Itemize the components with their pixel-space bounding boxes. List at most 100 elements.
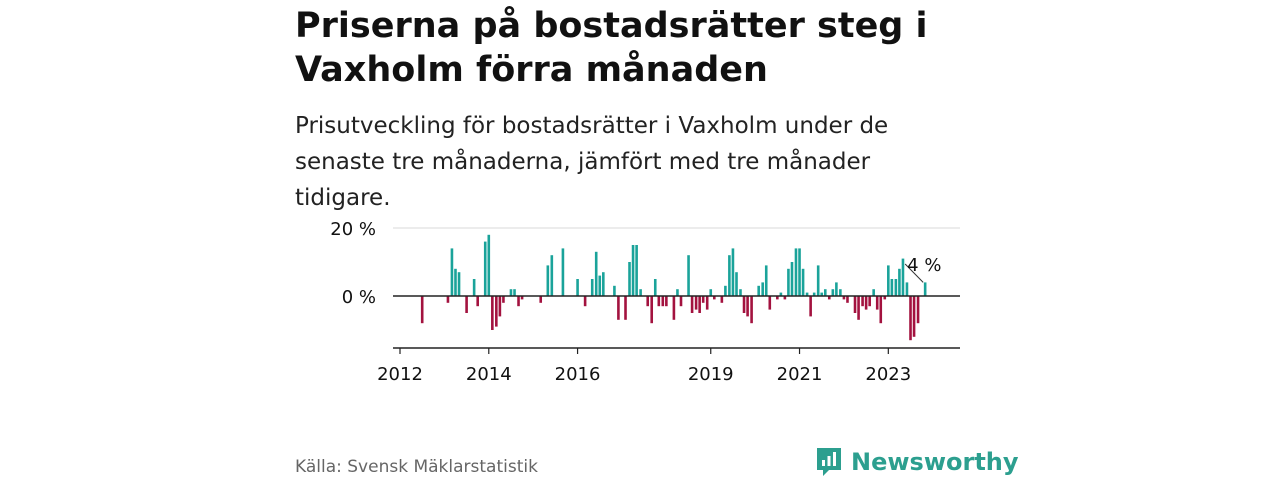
bar <box>639 289 642 296</box>
x-tick-label: 2023 <box>865 364 911 385</box>
newsworthy-logo-icon <box>817 448 841 476</box>
bar <box>912 296 916 337</box>
bar <box>420 296 424 324</box>
bar <box>905 282 909 296</box>
bar <box>883 296 887 300</box>
bar <box>846 296 849 303</box>
bar <box>561 248 565 296</box>
brand-name: Newsworthy <box>851 448 1019 476</box>
bar <box>816 265 820 296</box>
bar-chart: 0 % 20 % 2012 2014 2016 2019 2021 2023 4 % <box>330 219 960 385</box>
bar <box>812 292 816 296</box>
bar <box>894 279 898 296</box>
x-tick-label: 2019 <box>688 364 734 385</box>
bar <box>613 285 616 296</box>
bar <box>465 296 468 313</box>
bar <box>457 272 461 296</box>
bar <box>761 282 764 296</box>
y-tick-label: 20 % <box>330 219 376 240</box>
x-tick-label: 2014 <box>466 364 512 385</box>
x-tick-label: 2016 <box>555 364 601 385</box>
bar <box>739 289 742 296</box>
bar <box>783 296 787 300</box>
bar <box>776 296 779 300</box>
bar <box>909 296 912 341</box>
bar <box>724 285 727 296</box>
chart-subtitle: Prisutveckling för bostadsrätter i Vaxho… <box>295 113 889 211</box>
bar <box>746 296 749 317</box>
annotation-leader <box>904 263 924 283</box>
bar <box>809 296 812 317</box>
bar <box>690 296 694 313</box>
bar <box>698 296 701 313</box>
bar <box>923 282 927 296</box>
bar <box>476 296 479 307</box>
bar <box>872 289 875 296</box>
bar <box>835 282 838 296</box>
bar <box>513 289 516 296</box>
bar <box>901 258 905 296</box>
bar <box>635 245 638 296</box>
bar <box>731 248 735 296</box>
chart-title: Priserna på bostadsrätter steg i Vaxholm… <box>295 6 928 90</box>
bar <box>628 262 631 296</box>
bar <box>617 296 620 320</box>
bar <box>602 272 605 296</box>
bars-layer <box>420 234 927 341</box>
x-tick-label: 2012 <box>377 364 423 385</box>
axis-layer: 0 % 20 % 2012 2014 2016 2019 2021 2023 4 % <box>330 219 960 385</box>
bar <box>653 279 657 296</box>
bar <box>823 289 827 296</box>
bar <box>861 296 864 307</box>
bar <box>916 296 920 324</box>
bar <box>539 296 543 303</box>
bar <box>805 292 809 296</box>
bar <box>890 279 894 296</box>
bar <box>713 296 716 300</box>
bar <box>709 289 713 296</box>
bar <box>764 265 768 296</box>
bar <box>520 296 524 300</box>
x-tick-label: 2021 <box>777 364 823 385</box>
bar <box>827 296 831 300</box>
source-note: Källa: Svensk Mäklarstatistik <box>295 457 538 477</box>
bar <box>875 296 879 310</box>
bar <box>454 268 457 296</box>
bar <box>735 272 738 296</box>
bar <box>787 268 790 296</box>
bar <box>820 292 824 296</box>
bar <box>676 289 679 296</box>
bar <box>491 296 494 330</box>
bar <box>728 255 731 296</box>
bar <box>798 248 801 296</box>
bar <box>576 279 579 296</box>
bar <box>768 296 772 310</box>
bar <box>650 296 654 324</box>
bar <box>646 296 650 307</box>
bar <box>672 296 676 320</box>
bar <box>864 296 868 310</box>
bar <box>831 289 835 296</box>
bar <box>720 296 724 303</box>
bar <box>790 262 794 296</box>
bar <box>750 296 753 324</box>
bar <box>598 275 602 296</box>
bar <box>898 268 901 296</box>
bar <box>583 296 587 307</box>
bar <box>661 296 665 307</box>
bar <box>517 296 520 307</box>
bar <box>705 296 709 310</box>
brand-logo[interactable]: Newsworthy <box>815 446 1019 478</box>
bar <box>757 285 760 296</box>
bar <box>483 241 487 296</box>
bar <box>701 296 705 303</box>
bar <box>794 248 798 296</box>
bar <box>495 296 498 327</box>
bar <box>631 245 635 296</box>
bar <box>839 289 842 296</box>
bar <box>694 296 698 310</box>
bar <box>624 296 627 320</box>
bar <box>887 265 890 296</box>
bar <box>679 296 683 307</box>
bar <box>594 251 598 296</box>
